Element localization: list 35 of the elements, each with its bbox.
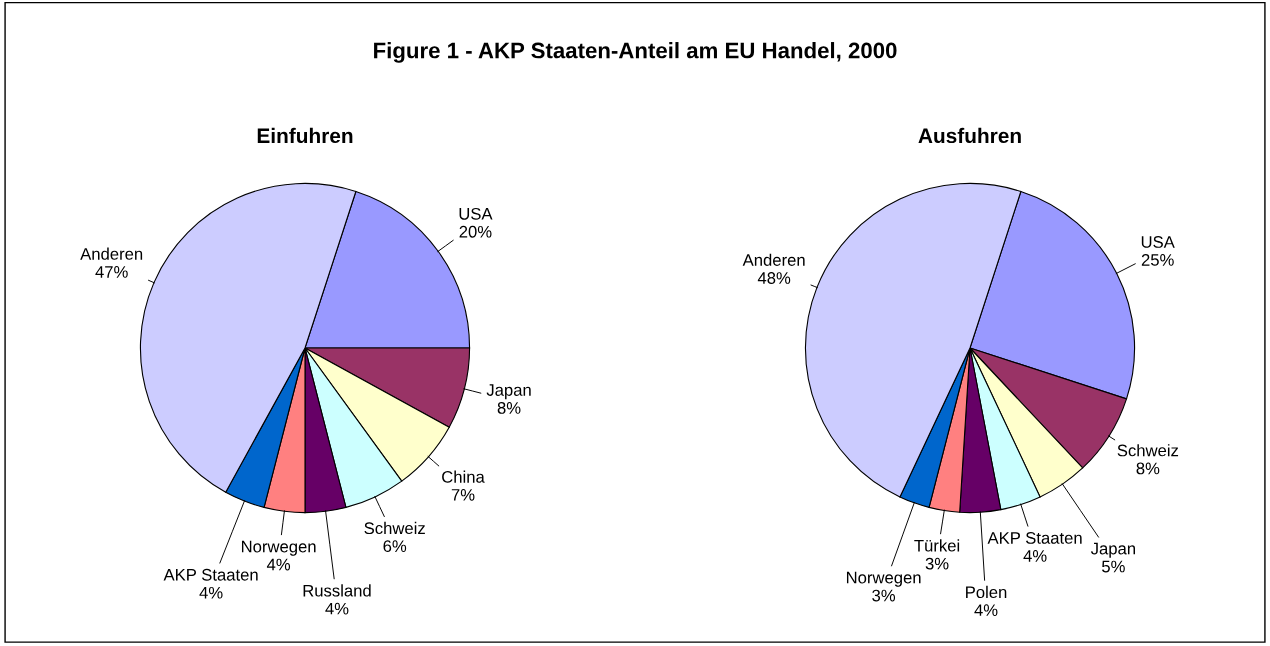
data-label: 25% [1141, 254, 1174, 266]
data-label: 4% [325, 602, 349, 615]
chart-title: Einfuhren [257, 127, 353, 144]
data-label: 8% [497, 402, 521, 414]
data-label: 4% [199, 586, 223, 599]
slice-label: AKP Staaten [987, 532, 1082, 544]
data-label: 3% [872, 589, 896, 602]
slice-label: Norwegen [241, 540, 316, 556]
data-label: 4% [974, 604, 998, 616]
data-label: 4% [266, 558, 291, 571]
slice-label: Anderen [742, 253, 805, 266]
slice-label: Türkei [914, 539, 960, 552]
data-label: 7% [451, 489, 475, 501]
slice-label: Japan [486, 384, 531, 400]
slice-label: Schweiz [364, 521, 425, 535]
slice-label: Schweiz [1117, 444, 1179, 457]
slice-label: Russland [303, 584, 371, 597]
slice-label: USA [1141, 236, 1175, 248]
data-label: 6% [383, 540, 407, 553]
slice-label: Anderen [80, 247, 143, 260]
slice-label: China [442, 470, 485, 483]
data-label: 20% [459, 225, 492, 238]
data-label: 3% [925, 557, 949, 570]
chart-title: Ausfuhren [918, 127, 1021, 144]
slice-label: USA [459, 207, 493, 220]
data-label: 5% [1102, 560, 1125, 573]
slice-label: AKP Staaten [163, 568, 258, 581]
data-label: 4% [1023, 550, 1047, 562]
data-label: 47% [95, 266, 128, 278]
slice-label: Japan [1090, 542, 1135, 558]
caption: Figure 1 - AKP Staaten-Anteil am EU Handel, 2000 [374, 42, 897, 63]
slice-label: Polen [966, 585, 1007, 599]
slice-label: Norwegen [846, 571, 921, 587]
data-label: 8% [1136, 462, 1160, 475]
data-label: 48% [757, 272, 791, 284]
